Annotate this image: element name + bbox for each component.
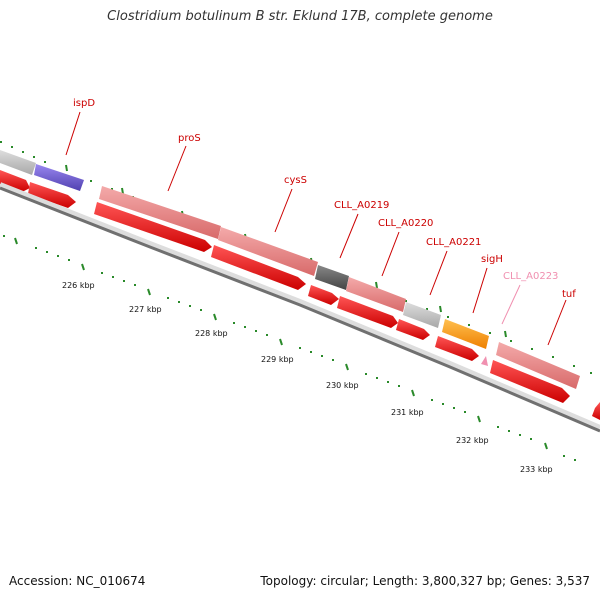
cds-arrow[interactable] xyxy=(308,285,339,305)
gene-label-cll-a0221: CLL_A0221 xyxy=(426,237,481,248)
gene-block[interactable] xyxy=(99,186,221,239)
gene-labels: ispD proS cysS CLL_A0219 CLL_A0220 CLL_A… xyxy=(73,98,576,300)
kbp-label: 233 kbp xyxy=(520,465,553,474)
cds-arrow[interactable] xyxy=(592,402,600,420)
kbp-label: 228 kbp xyxy=(195,329,228,338)
cds-arrow[interactable] xyxy=(490,360,570,403)
gene-label-cll-a0223: CLL_A0223 xyxy=(503,271,558,282)
cds-arrow[interactable] xyxy=(396,319,430,340)
kbp-labels: 226 kbp 227 kbp 228 kbp 229 kbp 230 kbp … xyxy=(62,281,553,474)
cds-arrow[interactable] xyxy=(337,296,398,328)
cds-track xyxy=(0,170,600,420)
kbp-label: 227 kbp xyxy=(129,305,162,314)
kbp-label: 230 kbp xyxy=(326,381,359,390)
gene-block[interactable] xyxy=(442,319,489,349)
gene-block[interactable] xyxy=(218,227,318,276)
gene-label-pros: proS xyxy=(178,133,201,144)
gene-block[interactable] xyxy=(346,277,406,312)
kbp-label: 231 kbp xyxy=(391,408,424,417)
cds-arrow-pink[interactable] xyxy=(481,356,488,366)
gene-block[interactable] xyxy=(403,302,441,328)
cds-arrow[interactable] xyxy=(94,202,212,252)
gene-block[interactable] xyxy=(0,150,36,175)
gene-label-cyss: cysS xyxy=(284,175,307,186)
gene-label-sigh: sigH xyxy=(481,254,503,265)
kbp-label: 226 kbp xyxy=(62,281,95,290)
gene-label-cll-a0220: CLL_A0220 xyxy=(378,218,433,229)
gene-label-cll-a0219: CLL_A0219 xyxy=(334,200,389,211)
gene-block[interactable] xyxy=(34,164,84,191)
inner-dotted-track xyxy=(3,235,576,461)
gene-label-tuf: tuf xyxy=(562,289,576,300)
cds-arrow[interactable] xyxy=(28,182,76,208)
genome-backbone xyxy=(0,182,600,433)
gene-block[interactable] xyxy=(496,342,580,389)
gene-label-ispD: ispD xyxy=(73,98,95,109)
gene-block[interactable] xyxy=(315,265,349,290)
map-title: Clostridium botulinum B str. Eklund 17B,… xyxy=(107,9,493,24)
genome-stats-text: Topology: circular; Length: 3,800,327 bp… xyxy=(260,574,590,588)
gene-label-leaders xyxy=(65,111,567,346)
accession-text: Accession: NC_010674 xyxy=(9,574,146,588)
cds-arrow[interactable] xyxy=(211,245,306,290)
kbp-label: 232 kbp xyxy=(456,436,489,445)
kbp-label: 229 kbp xyxy=(261,355,294,364)
gene-track xyxy=(0,150,580,389)
inner-tick-marks xyxy=(14,237,548,450)
cds-arrow[interactable] xyxy=(435,336,479,361)
